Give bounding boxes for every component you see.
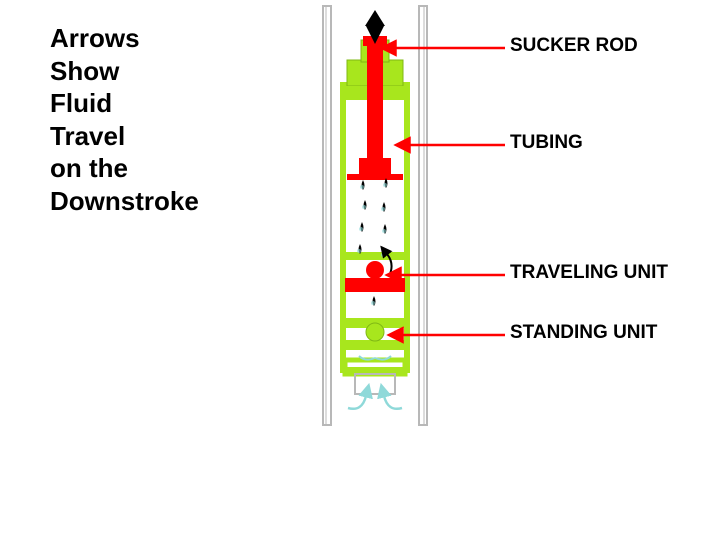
pump-diagram <box>0 0 720 540</box>
